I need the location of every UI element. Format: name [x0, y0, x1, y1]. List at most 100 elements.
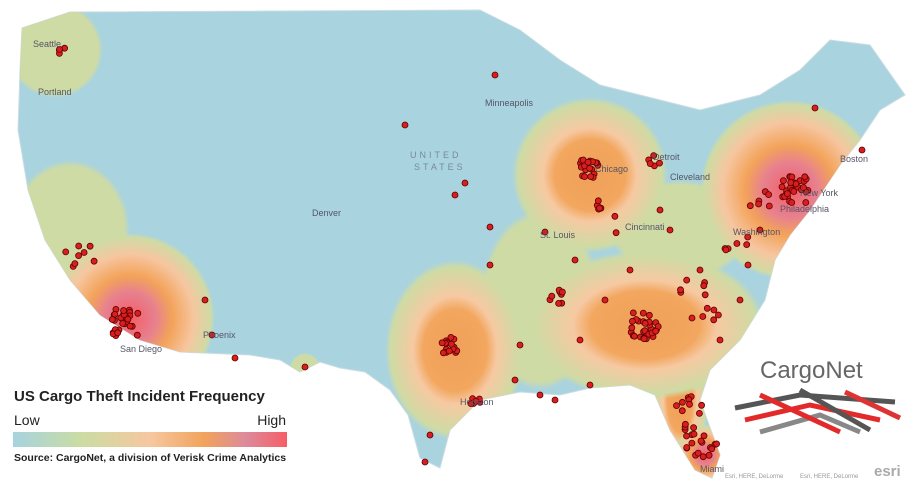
incident-dot [690, 424, 697, 432]
legend-low: Low [14, 412, 41, 428]
incident-dot [858, 146, 866, 154]
incident-dot [426, 431, 434, 439]
incident-dot [690, 430, 698, 438]
incident-dot [778, 183, 786, 191]
incident-dot [80, 249, 88, 256]
city-label: Cincinnati [625, 222, 665, 232]
incident-dot [703, 304, 711, 312]
incident-dot [701, 291, 709, 299]
incident-dot [696, 409, 703, 417]
incident-dot [586, 164, 593, 172]
incident-dot [119, 319, 127, 327]
incident-dot [811, 104, 819, 112]
incident-dot [559, 288, 566, 296]
legend-high: High [257, 412, 286, 428]
attribution: Esri, HERE, DeLorme [800, 474, 859, 480]
incident-dot [120, 307, 127, 314]
incident-dot [744, 233, 752, 241]
incident-dot [56, 46, 63, 53]
incident-dot [584, 158, 592, 166]
incident-dot [705, 451, 713, 459]
incident-dot [686, 400, 693, 408]
incident-dot [447, 340, 455, 348]
incident-dot [787, 179, 795, 186]
incident-dot [678, 407, 686, 415]
incident-dot [708, 445, 716, 453]
incident-dot [231, 354, 239, 362]
incident-dot [447, 333, 455, 341]
incident-dot [438, 339, 446, 347]
incident-dot [486, 261, 494, 269]
incident-dot [75, 252, 82, 260]
label-layer: Seattle Portland Minneapolis UNITED STATES De… [33, 39, 868, 474]
city-label: Chicago [595, 164, 628, 174]
incident-dot [696, 266, 704, 274]
incident-dot [710, 306, 718, 314]
incident-dot [700, 432, 708, 440]
incident-dot [126, 322, 134, 330]
incident-dot [677, 286, 684, 294]
incident-dot [746, 202, 754, 210]
city-label: Cleveland [670, 172, 710, 182]
legend-source: Source: CargoNet, a division of Verisk C… [14, 452, 286, 464]
heat-zone [18, 10, 103, 98]
incident-dot [646, 311, 653, 319]
incident-dot [699, 313, 707, 320]
incident-dot [652, 327, 660, 335]
city-label: San Diego [120, 344, 162, 354]
incident-dot [688, 439, 696, 447]
country-label: UNITED [410, 150, 462, 160]
incident-dot [124, 315, 132, 323]
incident-dot [555, 299, 562, 307]
incident-dot [697, 437, 705, 445]
incident-dot [626, 266, 634, 274]
incident-dot [208, 331, 216, 339]
incident-dot [451, 191, 459, 199]
incident-dot [629, 309, 637, 317]
incident-dot [656, 206, 664, 214]
incident-dot [581, 173, 588, 181]
incident-dot [628, 324, 636, 332]
incident-dot [755, 200, 762, 208]
incident-dot [640, 335, 648, 343]
city-label: Washington [733, 227, 780, 237]
incident-dot [646, 160, 654, 168]
incident-dot [439, 349, 447, 357]
city-label: Denver [312, 208, 341, 218]
incident-dot [641, 319, 649, 327]
incident-dot [784, 190, 791, 198]
incident-dot [445, 347, 453, 355]
incident-dot [801, 173, 809, 181]
logo-mark [734, 387, 902, 435]
city-label: Seattle [33, 39, 61, 49]
incident-dot [134, 309, 142, 317]
incident-dot [472, 397, 480, 405]
incident-dot [715, 311, 722, 319]
incident-dot [710, 316, 718, 324]
incident-dot [548, 292, 556, 300]
incident-dot [108, 316, 116, 323]
incident-dot [780, 177, 787, 185]
legend-ramp [13, 432, 287, 447]
incident-dot [114, 329, 122, 337]
city-label: Detroit [653, 152, 680, 162]
city-label: Phoenix [203, 330, 236, 340]
city-label: Portland [38, 87, 72, 97]
incident-dot [576, 336, 584, 344]
incident-dot [694, 449, 702, 457]
incident-dot [736, 296, 744, 304]
incident-dot [713, 440, 720, 448]
city-label: Houston [460, 397, 494, 407]
incident-dot [536, 391, 544, 399]
incident-dot [629, 317, 636, 325]
country-label: STATES [414, 162, 466, 172]
incident-dot [683, 276, 691, 284]
incident-dot [421, 458, 429, 466]
incident-dot [551, 396, 559, 404]
incident-dot [491, 71, 499, 79]
incident-dot [673, 402, 680, 410]
incident-layer [56, 44, 866, 466]
incident-dot [700, 282, 708, 290]
incident-dot [601, 296, 609, 304]
